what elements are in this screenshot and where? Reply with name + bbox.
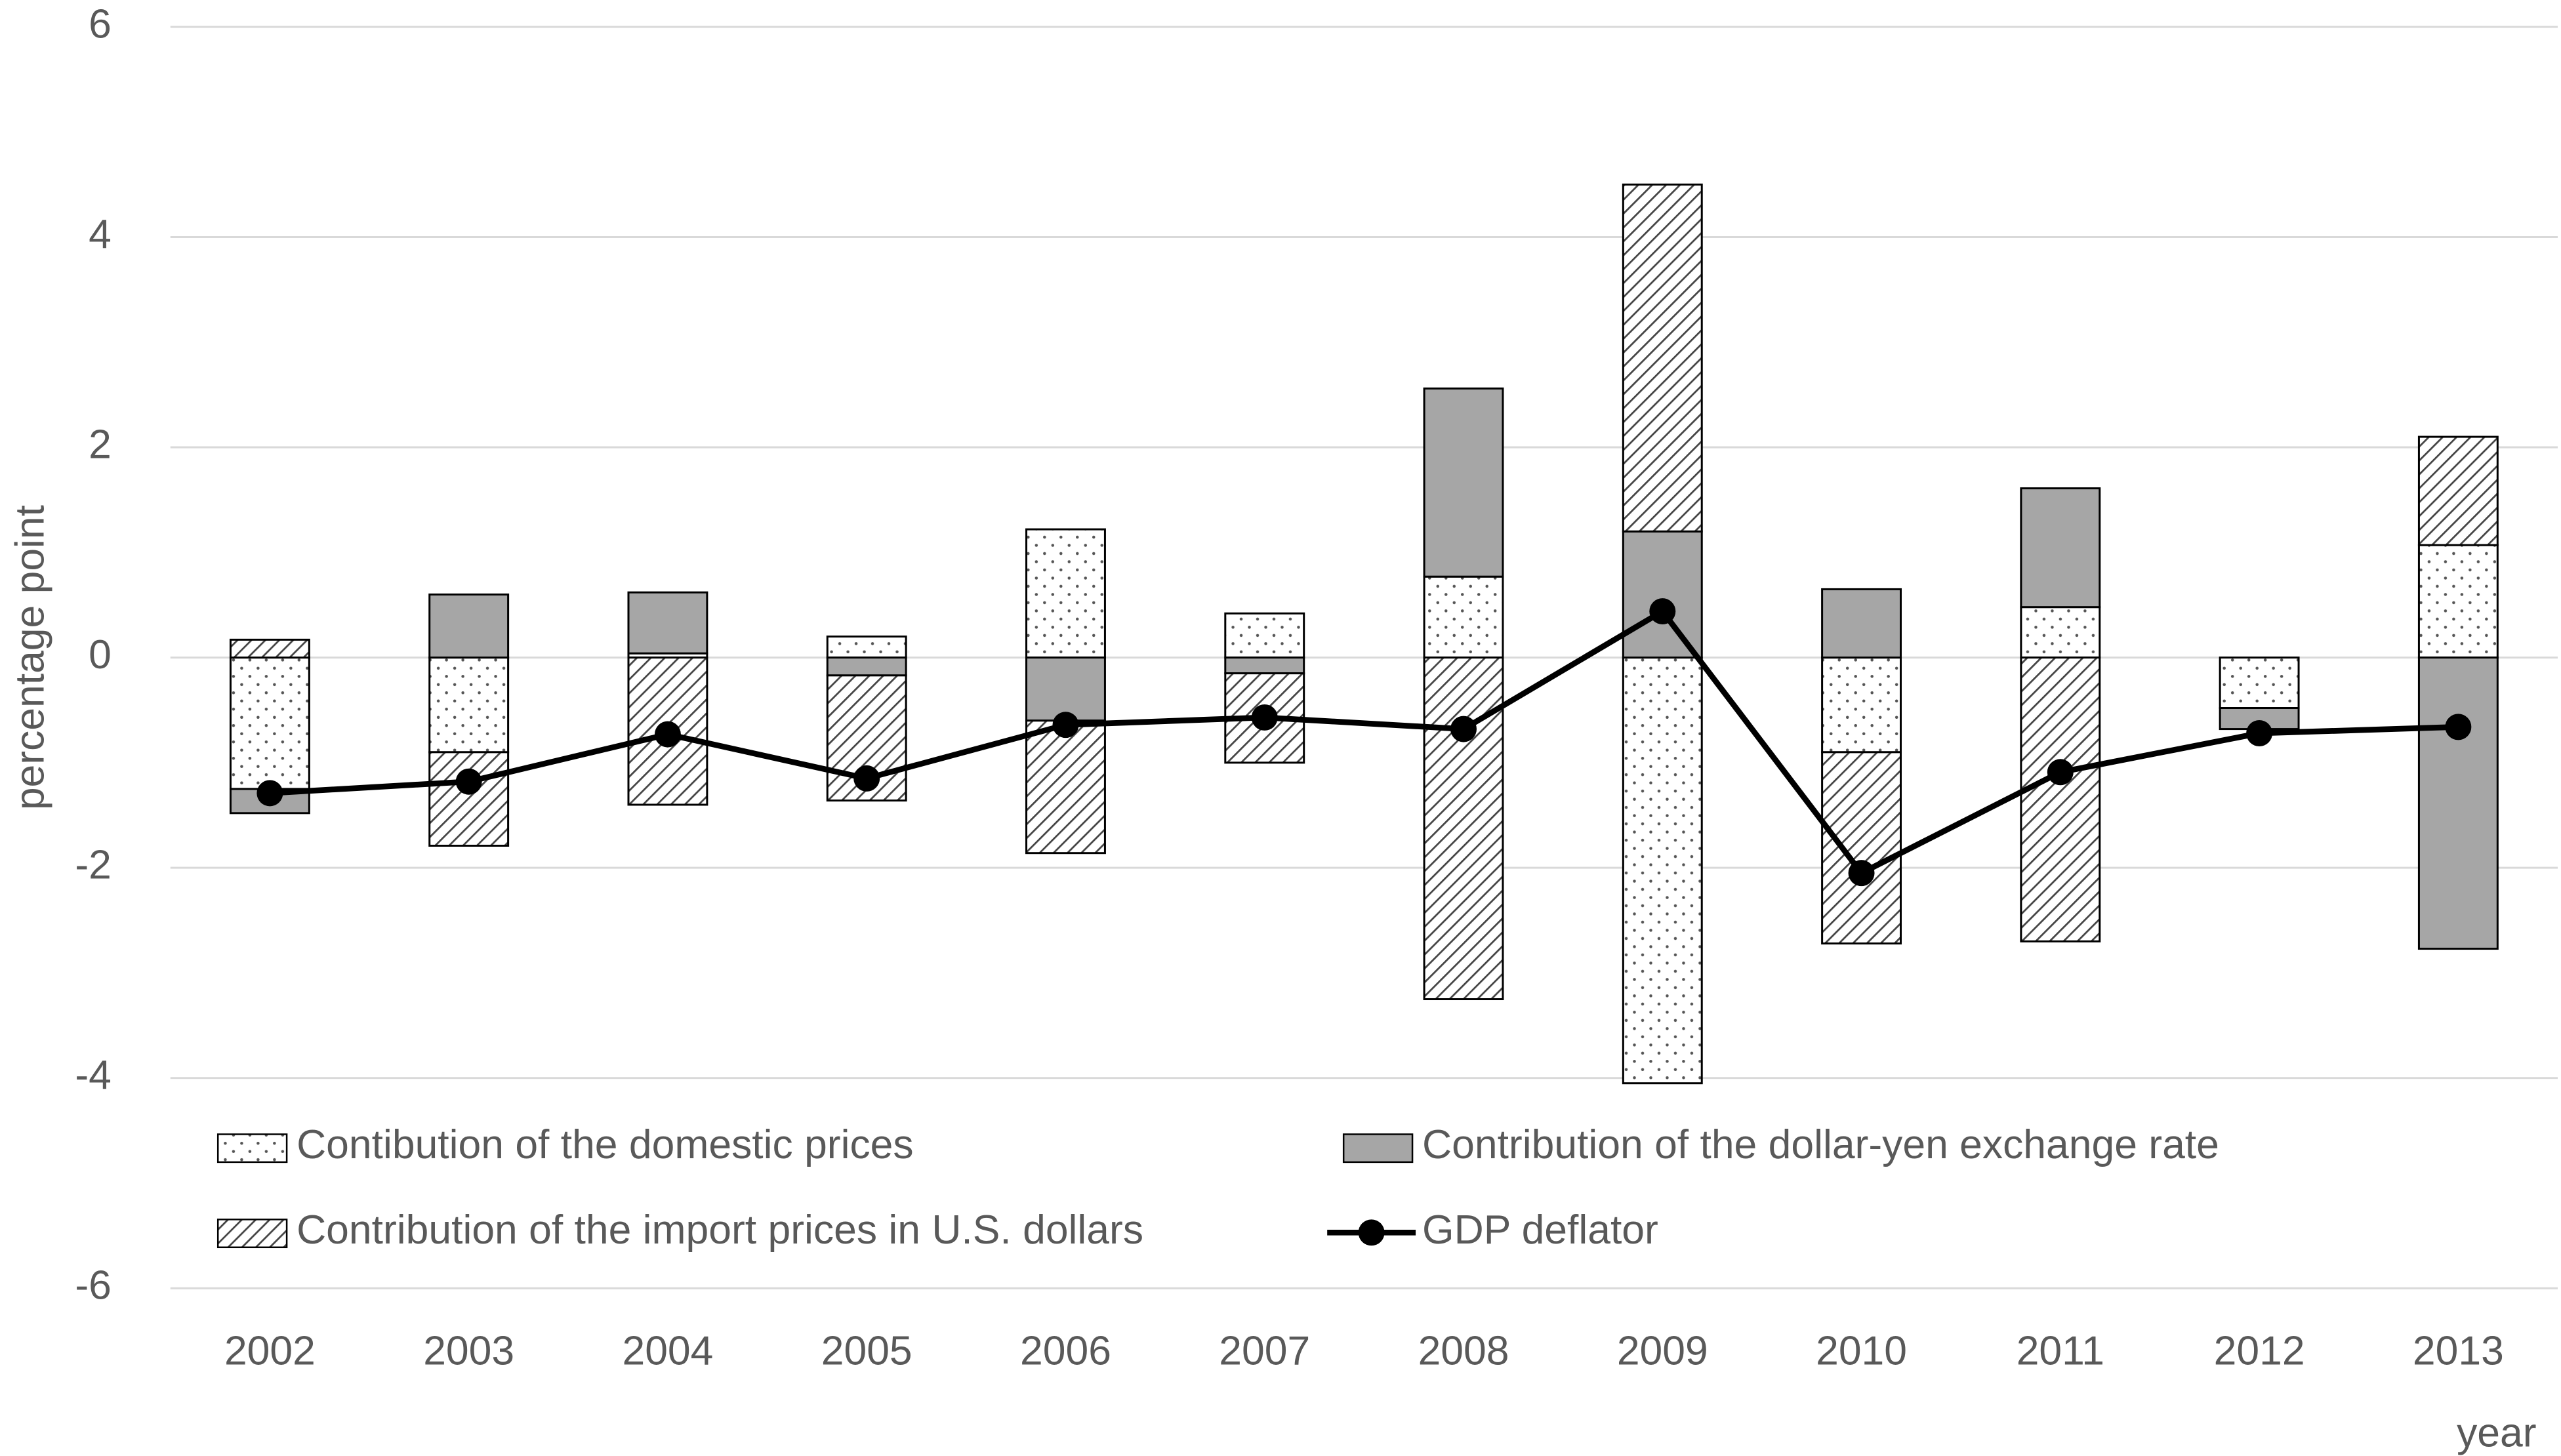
bar-segment [1622, 657, 1703, 1085]
line-marker [1052, 712, 1079, 738]
x-tick-label: 2002 [224, 1328, 316, 1374]
y-tick-label: 2 [89, 422, 112, 468]
bar-segment [2020, 606, 2101, 659]
line-marker [1251, 704, 1278, 731]
bar-segment [1224, 657, 1305, 675]
y-tick-label: -6 [75, 1263, 112, 1308]
bar-segment [627, 591, 708, 655]
y-tick-label: -2 [75, 842, 112, 888]
bar-segment [2417, 435, 2499, 546]
y-tick-label: 6 [89, 1, 112, 47]
bar-segment [2417, 544, 2499, 659]
bar-segment [428, 751, 510, 847]
line-marker [1450, 716, 1477, 742]
legend-swatch [1358, 1219, 1385, 1246]
legend-label: Contribution of the import prices in U.S… [297, 1207, 1143, 1253]
y-tick-label: -4 [75, 1052, 112, 1098]
line-marker [1649, 598, 1676, 625]
x-tick-label: 2009 [1617, 1328, 1708, 1374]
x-axis-label: year [2457, 1410, 2536, 1456]
y-tick-label: 0 [89, 632, 112, 677]
legend-label: Contribution of the dollar-yen exchange … [1422, 1122, 2219, 1167]
legend-swatch [216, 1219, 288, 1249]
bar-segment [1423, 575, 1504, 659]
bar-segment [1622, 183, 1703, 533]
legend-label: Contibution of the domestic prices [297, 1122, 914, 1167]
line-marker [2445, 714, 2472, 740]
bar-segment [2020, 487, 2101, 609]
bar-segment [2219, 657, 2300, 710]
x-tick-label: 2004 [622, 1328, 713, 1374]
line-marker [1848, 860, 1875, 887]
bar-segment [1622, 530, 1703, 659]
bar-segment [1423, 657, 1504, 1000]
bar-segment [2020, 657, 2101, 942]
x-tick-label: 2003 [423, 1328, 514, 1374]
bar-segment [826, 657, 907, 677]
bar-segment [428, 593, 510, 659]
y-axis-label: percentage point [7, 505, 52, 810]
line-marker [2047, 759, 2074, 786]
bar-segment [1821, 657, 1902, 754]
line-marker [2246, 720, 2273, 746]
x-tick-label: 2006 [1020, 1328, 1111, 1374]
line-marker [455, 768, 482, 795]
x-tick-label: 2005 [821, 1328, 912, 1374]
legend-label: GDP deflator [1422, 1207, 1658, 1253]
x-tick-label: 2010 [1816, 1328, 1907, 1374]
x-tick-label: 2007 [1219, 1328, 1310, 1374]
bar-segment [826, 636, 907, 659]
bar-segment [1423, 387, 1504, 578]
bar-segment [1025, 657, 1106, 722]
bar-segment [1224, 612, 1305, 659]
bar-segment [2417, 657, 2499, 950]
x-tick-label: 2012 [2214, 1328, 2305, 1374]
x-tick-label: 2008 [1418, 1328, 1509, 1374]
line-marker [853, 765, 880, 792]
legend-swatch [216, 1133, 288, 1163]
bar-segment [1025, 528, 1106, 659]
line-marker [256, 780, 283, 807]
x-tick-label: 2013 [2413, 1328, 2504, 1374]
line [270, 607, 2459, 877]
bar-segment [229, 638, 310, 659]
bar-segment [428, 657, 510, 754]
x-tick-label: 2011 [2017, 1328, 2104, 1374]
line-marker [654, 721, 681, 748]
legend-swatch [1342, 1133, 1414, 1163]
bar-segment [1025, 719, 1106, 855]
bar-segment [1821, 588, 1902, 659]
bar-segment [1821, 751, 1902, 945]
bar-segment [229, 657, 310, 790]
y-tick-label: 4 [89, 211, 112, 257]
